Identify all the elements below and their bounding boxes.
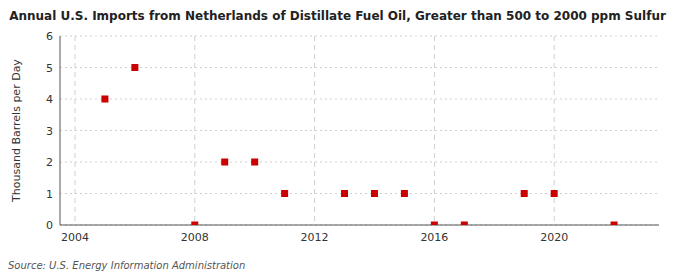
- y-grid-line: [60, 162, 659, 163]
- point: [101, 96, 108, 103]
- y-tick-label: 2: [46, 156, 53, 169]
- point: [551, 190, 558, 197]
- point: [341, 190, 348, 197]
- y-grid-line: [60, 225, 659, 226]
- point: [611, 222, 618, 226]
- point: [281, 190, 288, 197]
- point: [431, 222, 438, 226]
- y-grid-line: [60, 36, 659, 37]
- y-grid-line: [60, 130, 659, 131]
- y-tick-label: 6: [46, 30, 53, 43]
- x-tick-label: 2012: [301, 231, 329, 244]
- point: [251, 159, 258, 166]
- y-tick-label: 4: [46, 93, 53, 106]
- y-grid-line: [60, 193, 659, 194]
- x-grid-line: [194, 36, 195, 225]
- x-grid-line: [434, 36, 435, 225]
- point: [221, 159, 228, 166]
- point: [401, 190, 408, 197]
- y-axis-label: Thousand Barrels per Day: [10, 59, 23, 203]
- chart: 2004 2008 2012 2016 2020 0 1 2 3 4 5 6 Thousand Barr…: [0, 0, 675, 275]
- grid: [60, 36, 659, 225]
- x-axis-line: [60, 225, 659, 226]
- points: [101, 64, 617, 225]
- point: [191, 222, 198, 226]
- y-tick-label: 5: [46, 62, 53, 75]
- x-grid-line: [314, 36, 315, 225]
- y-grid-line: [60, 99, 659, 100]
- y-tick-label: 3: [46, 125, 53, 138]
- x-tick-label: 2004: [61, 231, 89, 244]
- y-tick-label: 0: [46, 219, 53, 232]
- chart-container: 2004 2008 2012 2016 2020 0 1 2 3 4 5 6 Thousand Barr…: [0, 0, 675, 275]
- point: [461, 222, 468, 226]
- point: [131, 64, 138, 71]
- x-tick-label: 2016: [420, 231, 448, 244]
- x-tick-label: 2020: [540, 231, 568, 244]
- source-note: Source: U.S. Energy Information Administ…: [8, 260, 245, 271]
- chart-title: Annual U.S. Imports from Netherlands of …: [9, 9, 666, 23]
- x-tick-label: 2008: [181, 231, 209, 244]
- point: [371, 190, 378, 197]
- y-axis-line: [60, 36, 61, 225]
- point: [521, 190, 528, 197]
- y-grid-line: [60, 67, 659, 68]
- y-tick-label: 1: [46, 188, 53, 201]
- x-grid-line: [74, 36, 75, 225]
